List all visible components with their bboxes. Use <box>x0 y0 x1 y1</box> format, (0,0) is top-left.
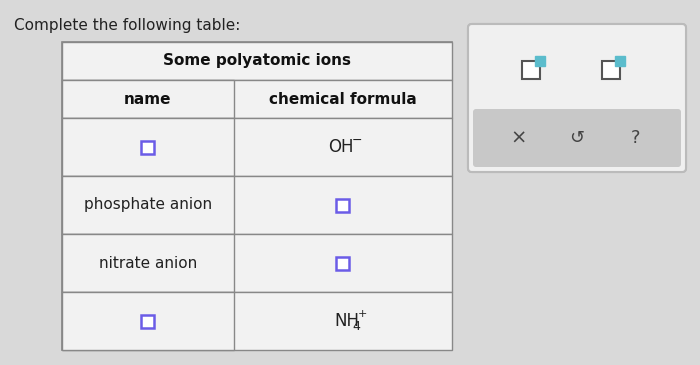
Bar <box>62 292 452 350</box>
Bar <box>62 234 234 292</box>
Text: Complete the following table:: Complete the following table: <box>14 18 240 33</box>
Text: Some polyatomic ions: Some polyatomic ions <box>163 54 351 69</box>
Text: OH: OH <box>328 138 354 156</box>
Bar <box>336 199 349 211</box>
Bar <box>62 118 452 176</box>
Bar <box>62 42 452 80</box>
Bar <box>535 56 545 66</box>
Text: +: + <box>358 309 368 319</box>
Text: name: name <box>124 92 172 107</box>
Bar <box>602 61 620 79</box>
Bar <box>336 257 349 269</box>
Bar <box>141 141 154 154</box>
Bar <box>62 292 234 350</box>
Bar <box>522 61 540 79</box>
Bar <box>62 80 452 118</box>
Text: chemical formula: chemical formula <box>269 92 416 107</box>
Text: nitrate anion: nitrate anion <box>99 255 197 270</box>
FancyBboxPatch shape <box>473 109 681 167</box>
Bar <box>62 176 234 234</box>
Bar <box>62 176 452 234</box>
Bar <box>62 80 234 118</box>
Text: ↺: ↺ <box>569 129 584 147</box>
Bar <box>62 118 234 176</box>
Bar <box>615 56 625 66</box>
Text: −: − <box>351 134 362 146</box>
Text: 4: 4 <box>353 320 360 334</box>
Bar <box>62 42 452 350</box>
Text: ×: × <box>510 128 526 147</box>
Text: NH: NH <box>335 312 360 330</box>
Bar <box>141 315 154 327</box>
FancyBboxPatch shape <box>468 24 686 172</box>
Bar <box>62 234 452 292</box>
Text: phosphate anion: phosphate anion <box>84 197 212 212</box>
Text: ?: ? <box>631 129 640 147</box>
